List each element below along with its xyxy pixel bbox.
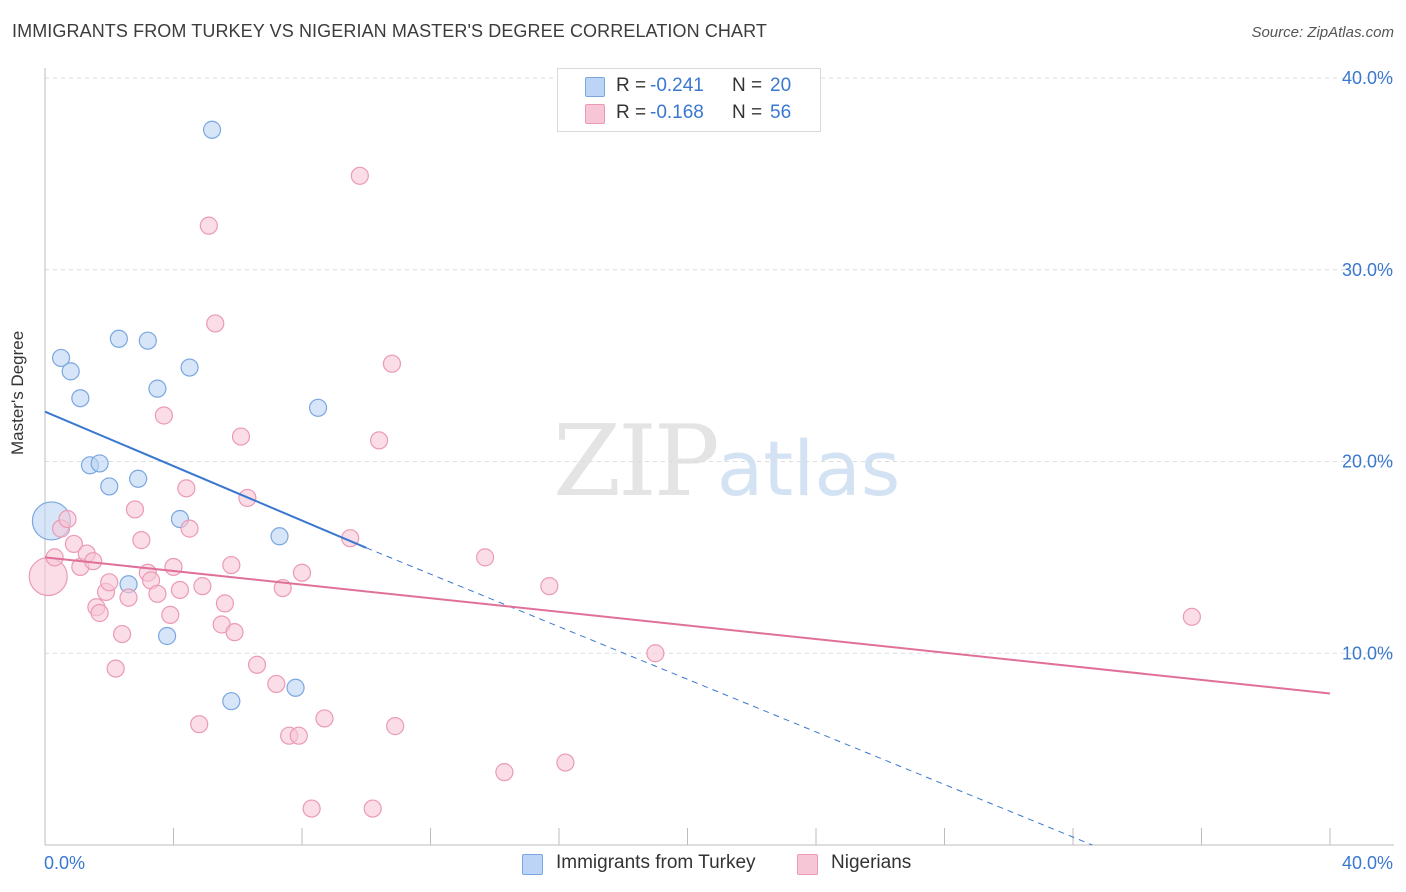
nigerian-point <box>556 753 575 772</box>
nigerian-point <box>225 623 244 642</box>
nigerian-point <box>170 580 190 600</box>
nigerian-point <box>161 605 180 625</box>
axis-layer <box>44 68 1394 846</box>
zipatlas-watermark: ZIPatlas <box>553 405 900 519</box>
turkey-point <box>157 626 177 646</box>
nigerian-trend-line <box>44 556 1331 695</box>
y-tick-label: 20.0% <box>1342 452 1393 472</box>
turkey-point <box>90 454 109 473</box>
nigerian-point <box>119 588 138 607</box>
series-legend: Immigrants from Turkey Nigerians <box>0 852 1406 878</box>
turkey-swatch <box>585 77 605 97</box>
nigerian-point <box>199 216 218 235</box>
nigerian-point <box>267 674 286 694</box>
y-axis-label: Master's Degree <box>8 330 27 455</box>
nigerian-point <box>148 584 167 603</box>
nigerian-point <box>370 431 389 450</box>
turkey-point <box>270 527 289 546</box>
grid-layer <box>45 77 1394 654</box>
y-tick-label: 30.0% <box>1342 260 1393 280</box>
turkey-point <box>61 362 80 381</box>
turkey-point <box>286 678 305 697</box>
y-tick-label: 40.0% <box>1342 68 1393 88</box>
nigerian-point <box>1182 607 1201 626</box>
nigerians-swatch <box>585 104 605 124</box>
nigerian-point <box>495 763 514 782</box>
nigerian-point <box>90 603 109 623</box>
nigerian-point <box>125 500 145 519</box>
r-label: R = <box>616 75 647 96</box>
turkey-point <box>138 331 157 350</box>
turkey-point <box>129 469 148 488</box>
tick-label-layer: 10.0% 20.0% 30.0% 40.0% 0.0% 40.0% <box>44 68 1393 873</box>
turkey-point <box>180 358 199 377</box>
legend-label: Nigerians <box>831 852 912 873</box>
nigerian-point <box>100 573 119 592</box>
watermark-zip: ZIP <box>553 405 720 519</box>
nigerian-point <box>193 577 212 596</box>
r-value: -0.168 <box>650 102 704 123</box>
turkey-trend-extension <box>366 547 1093 846</box>
turkey-point <box>100 477 119 496</box>
turkey-point <box>222 692 241 711</box>
nigerian-point <box>222 555 241 575</box>
nigerian-point <box>382 354 402 373</box>
nigerian-point <box>164 557 183 577</box>
nigerian-point <box>646 644 665 663</box>
y-tick-label: 10.0% <box>1342 643 1393 663</box>
nigerian-point <box>206 314 225 333</box>
x-tick-label: 0.0% <box>44 853 85 873</box>
n-label: N = <box>732 75 763 96</box>
nigerian-point <box>292 563 312 582</box>
nigerian-point <box>64 534 84 554</box>
turkey-swatch <box>522 854 543 875</box>
n-label: N = <box>732 102 763 123</box>
nigerian-point <box>350 166 369 185</box>
turkey-trend-line <box>44 410 367 549</box>
nigerian-point <box>215 594 234 613</box>
nigerian-point <box>177 479 196 498</box>
nigerian-point <box>247 655 267 674</box>
nigerian-point <box>289 726 308 745</box>
legend-label: Immigrants from Turkey <box>556 852 756 873</box>
n-value: 56 <box>770 102 792 123</box>
turkey-point <box>51 348 71 368</box>
correlation-legend: R = -0.241 N = 20 R = -0.168 N = 56 <box>557 68 821 132</box>
turkey-point <box>202 120 222 139</box>
nigerian-point <box>231 427 251 446</box>
nigerian-point <box>386 717 405 736</box>
r-label: R = <box>616 102 647 123</box>
nigerian-point <box>154 406 173 425</box>
nigerian-point <box>302 799 321 818</box>
nigerian-point <box>112 624 132 644</box>
nigerian-point <box>315 709 334 728</box>
nigerian-point <box>363 799 382 818</box>
n-value: 20 <box>770 75 792 96</box>
nigerian-point <box>476 548 495 567</box>
chart-title: IMMIGRANTS FROM TURKEY VS NIGERIAN MASTE… <box>12 21 767 41</box>
r-value: -0.241 <box>650 75 704 96</box>
nigerian-point <box>190 715 209 734</box>
watermark-atlas: atlas <box>716 424 901 513</box>
nigerian-point <box>58 509 77 529</box>
turkey-point <box>71 389 90 408</box>
turkey-point <box>308 398 328 417</box>
nigerian-point <box>180 519 199 538</box>
nigerian-point <box>106 659 125 678</box>
nigerian-point <box>132 531 151 550</box>
turkey-point <box>148 379 167 398</box>
chart-source: Source: ZipAtlas.com <box>1251 24 1394 41</box>
trend-layer <box>44 410 1331 846</box>
point-layer <box>28 120 1201 818</box>
turkey-point <box>109 329 128 348</box>
x-tick-label: 40.0% <box>1342 853 1393 873</box>
nigerians-swatch <box>797 854 818 875</box>
nigerian-point <box>540 577 559 596</box>
